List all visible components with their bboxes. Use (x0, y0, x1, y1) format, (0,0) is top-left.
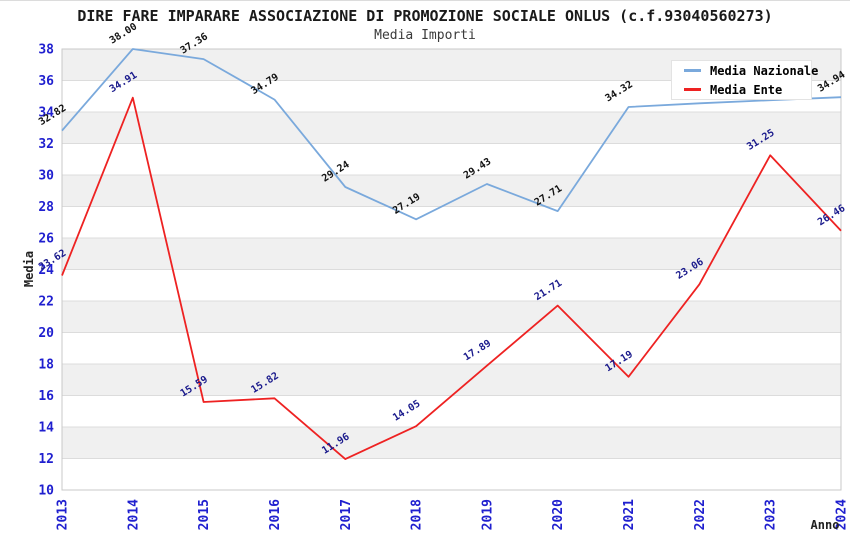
legend-item-media-nazionale: Media Nazionale (672, 61, 818, 80)
point-label: 14.05 (391, 398, 422, 423)
y-tick-label: 12 (38, 452, 54, 467)
point-label: 34.32 (604, 79, 635, 104)
series-line-media-ente (61, 96, 842, 461)
y-tick-label: 18 (38, 358, 54, 373)
legend-item-media-ente: Media Ente (672, 80, 811, 99)
chart-title: DIRE FARE IMPARARE ASSOCIAZIONE DI PROMO… (77, 7, 773, 25)
x-tick-label: 2020 (551, 499, 566, 530)
plot-frame (61, 48, 842, 491)
x-tick-label: 2019 (480, 499, 495, 530)
x-tick-label: 2022 (693, 499, 708, 530)
y-tick-label: 24 (38, 263, 54, 278)
chart-subtitle: Media Importi (374, 28, 476, 43)
plot-band (62, 301, 841, 333)
point-label: 17.89 (462, 338, 493, 363)
y-tick-label: 36 (38, 74, 54, 89)
x-tick-label: 2021 (622, 499, 637, 530)
y-tick-label: 30 (38, 169, 54, 184)
y-tick-label: 22 (38, 295, 54, 310)
y-tick-label: 26 (38, 232, 54, 247)
point-label: 38.00 (108, 21, 139, 46)
y-tick-label: 20 (38, 326, 54, 341)
x-axis-title: Anno (811, 518, 840, 532)
y-tick-label: 10 (38, 484, 54, 499)
y-tick-label: 16 (38, 389, 54, 404)
y-tick-label: 38 (38, 43, 54, 58)
x-tick-label: 2017 (339, 499, 354, 530)
plot-band (62, 238, 841, 270)
x-tick-label: 2018 (410, 499, 425, 530)
x-tick-label: 2014 (126, 499, 141, 530)
series-line-media-nazionale (61, 48, 842, 221)
x-tick-label: 2015 (197, 499, 212, 530)
plot-band (62, 427, 841, 459)
legend-line-marker-blue (684, 69, 701, 72)
y-tick-label: 14 (38, 421, 54, 436)
plot-band (62, 112, 841, 144)
plot-band (62, 364, 841, 396)
y-tick-label: 34 (38, 106, 54, 121)
x-tick-label: 2023 (764, 499, 779, 530)
y-tick-label: 32 (38, 137, 54, 152)
x-tick-label: 2016 (268, 499, 283, 530)
x-tick-label: 2024 (835, 499, 850, 530)
y-tick-label: 28 (38, 200, 54, 215)
legend-label: Media Ente (710, 82, 783, 97)
point-label: 21.71 (533, 278, 564, 303)
chart-legend: Media Nazionale Media Ente (671, 60, 818, 100)
x-tick-label: 2013 (56, 499, 71, 530)
legend-label: Media Nazionale (710, 63, 819, 78)
y-axis-title: Media (22, 251, 36, 287)
legend-line-marker-red (684, 88, 701, 91)
